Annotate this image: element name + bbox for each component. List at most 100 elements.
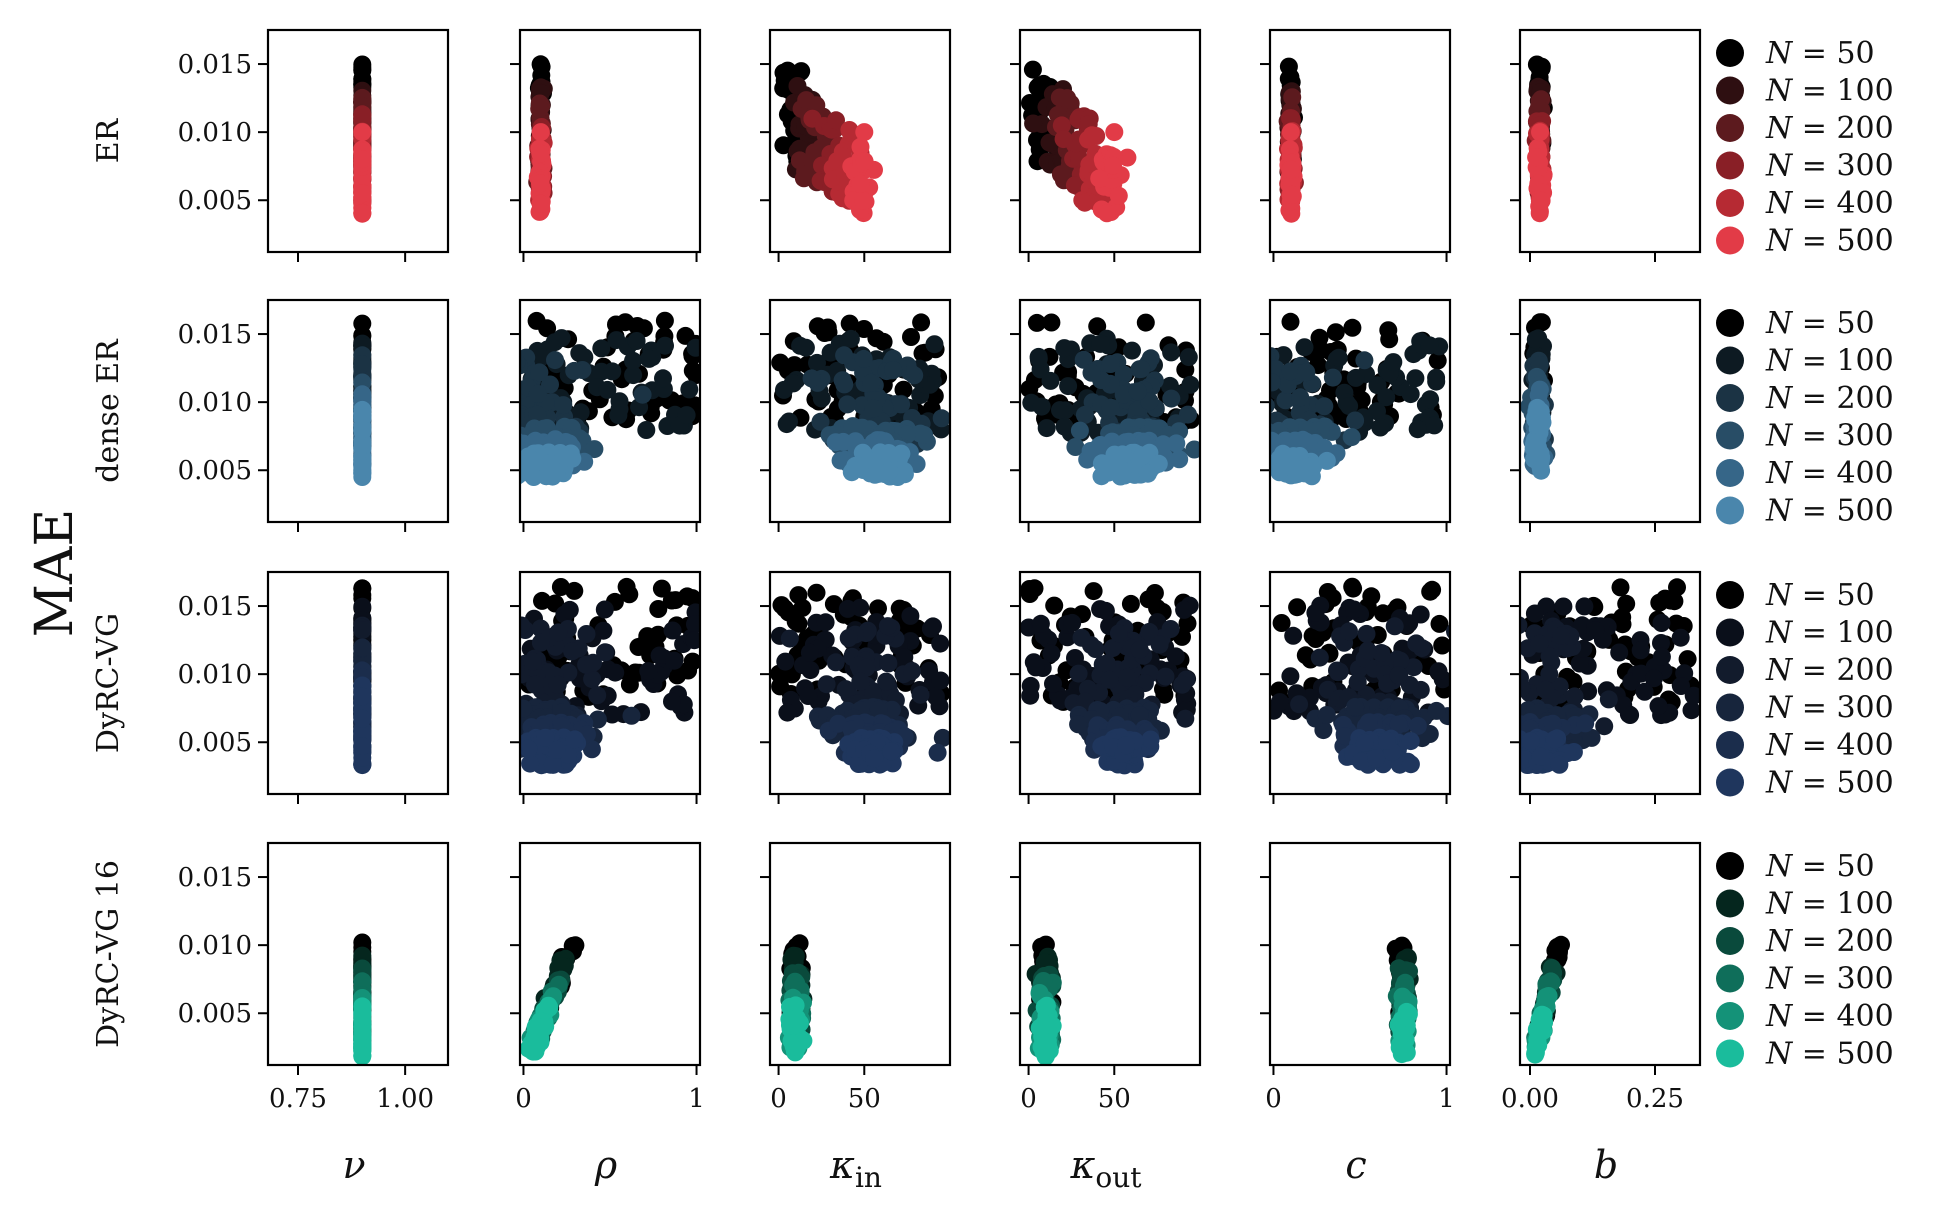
point-0-b-highlight — [1531, 123, 1549, 142]
point-2-kin-N200 — [836, 680, 855, 699]
point-2-rho-N200 — [584, 653, 602, 672]
point-2-c-N200 — [1358, 641, 1377, 660]
point-1-kin-N50 — [840, 314, 859, 333]
scatter-points — [774, 61, 883, 223]
point-2-b-N50 — [1611, 578, 1630, 597]
point-1-nu-N500 — [353, 458, 372, 477]
point-2-kin-N200 — [780, 629, 799, 648]
panel-frame — [266, 841, 450, 1067]
point-2-kout-N50 — [1121, 594, 1140, 613]
point-2-c-N200 — [1389, 666, 1408, 685]
point-2-b-N200 — [1462, 629, 1480, 647]
point-1-c-N200 — [1355, 351, 1374, 370]
point-1-rho-N100 — [571, 403, 590, 422]
point-2-b-N100 — [1684, 686, 1700, 705]
point-2-kout-N100 — [1021, 676, 1040, 695]
point-2-b-N100 — [1671, 628, 1690, 647]
point-2-rho-N50 — [551, 578, 570, 596]
point-1-c-N100 — [1329, 348, 1348, 367]
point-1-rho-N200 — [554, 396, 573, 415]
point-2-rho-N300 — [520, 699, 533, 718]
point-1-kout-N100 — [1059, 377, 1078, 396]
point-1-c-N100 — [1427, 372, 1446, 391]
point-0-rho-N500 — [532, 194, 551, 213]
point-2-rho-N50 — [629, 638, 648, 656]
point-1-rho-N100 — [680, 380, 699, 399]
point-2-nu-N50 — [353, 579, 372, 598]
point-1-rho-N300 — [520, 447, 521, 451]
point-2-c-N400 — [1389, 715, 1408, 734]
point-1-c-N200 — [1270, 373, 1281, 392]
point-1-kout-N200 — [1114, 385, 1133, 404]
point-0-kin-N50 — [792, 62, 811, 81]
point-2-c-N50 — [1344, 579, 1363, 598]
point-1-c-N200 — [1270, 397, 1275, 414]
point-2-b-N200 — [1595, 717, 1614, 736]
point-3-rho-N100 — [553, 957, 572, 976]
point-1-kin-N500 — [865, 465, 884, 484]
point-1-kout-N200 — [1128, 382, 1147, 401]
figure-ylabel: MAE — [25, 509, 85, 638]
point-2-b-N50 — [1678, 650, 1697, 669]
scatter-points — [479, 311, 700, 486]
point-2-kout-N200 — [1161, 620, 1180, 638]
point-2-b-N200 — [1599, 690, 1618, 709]
point-1-rho-N100 — [677, 406, 696, 425]
point-1-rho-N200 — [565, 361, 584, 380]
point-1-kout-N200 — [1162, 389, 1181, 408]
scatter-points — [1021, 60, 1137, 223]
point-2-kin-N100 — [838, 599, 857, 618]
point-0-kout-N100 — [1040, 133, 1059, 152]
point-1-c-N200 — [1239, 417, 1257, 435]
point-2-b-N200 — [1536, 680, 1555, 699]
y-tick-label: 0.015 — [178, 320, 252, 350]
point-2-c-N200 — [1446, 623, 1450, 639]
point-1-c-N300 — [1248, 438, 1266, 456]
point-1-kin-N100 — [775, 380, 793, 399]
point-2-rho-N300 — [622, 706, 641, 725]
point-2-b-N400 — [1482, 728, 1500, 746]
point-2-rho-N100 — [606, 663, 625, 682]
point-2-rho-N300 — [499, 711, 517, 729]
point-1-rho-N100 — [656, 336, 674, 355]
point-2-kin-N200 — [839, 629, 858, 647]
point-2-b-N100 — [1652, 634, 1670, 652]
point-2-b-N300 — [1490, 714, 1508, 732]
point-0-kout-N500 — [1097, 204, 1116, 223]
point-2-b-N200 — [1457, 691, 1475, 709]
point-1-rho-N200 — [530, 363, 549, 382]
point-0-c-highlight — [1281, 123, 1300, 142]
point-1-rho-N50 — [687, 366, 700, 384]
point-2-b-N100 — [1621, 706, 1640, 724]
point-1-kout-N100 — [1055, 417, 1074, 436]
point-2-c-N50 — [1296, 646, 1315, 665]
point-2-b-N200 — [1496, 714, 1514, 732]
point-1-rho-N100 — [598, 380, 617, 399]
point-1-c-N100 — [1408, 420, 1427, 439]
point-1-kout-N500 — [1105, 459, 1123, 478]
panel-frame — [1268, 28, 1452, 254]
point-0-kout-N400 — [1075, 193, 1094, 212]
panel-frame — [1518, 570, 1702, 796]
point-0-nu-N500 — [353, 204, 372, 222]
point-1-rho-N400 — [479, 453, 497, 471]
point-2-b-N200 — [1472, 621, 1490, 639]
panel-frame — [1018, 28, 1202, 254]
point-1-kin-N100 — [821, 343, 840, 362]
point-1-rho-N200 — [633, 385, 652, 404]
point-1-rho-N50 — [655, 311, 674, 330]
point-1-kin-N50 — [855, 320, 873, 338]
panel-0-kin — [760, 28, 952, 262]
point-2-rho-N300 — [492, 724, 510, 742]
point-1-c-N200 — [1244, 422, 1262, 440]
point-2-rho-N50 — [649, 600, 668, 618]
point-2-b-N200 — [1497, 632, 1515, 650]
point-2-rho-N400 — [501, 738, 519, 756]
point-2-kout-N200 — [1097, 654, 1116, 673]
y-tick-label: 0.005 — [178, 186, 252, 216]
point-2-c-N100 — [1306, 603, 1325, 622]
point-2-kin-N500 — [882, 742, 901, 761]
point-1-c-N50 — [1281, 312, 1300, 331]
